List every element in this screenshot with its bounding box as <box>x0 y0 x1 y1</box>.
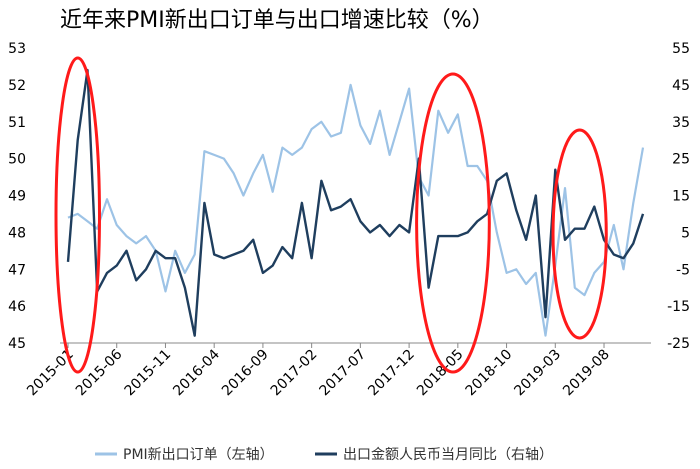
legend: PMI新出口订单（左轴） 出口金额人民币当月同比（右轴） <box>95 447 553 463</box>
right-tick-label: 45 <box>672 78 690 94</box>
x-tick-label: 2017-02 <box>268 347 321 400</box>
series-layer <box>66 68 645 337</box>
left-tick-label: 51 <box>8 115 26 131</box>
x-tick-label: 2015-11 <box>122 347 175 400</box>
right-tick-label: -5 <box>676 262 690 278</box>
x-tick-label: 2018-05 <box>414 347 467 400</box>
legend-label: 出口金额人民币当月同比（右轴） <box>343 447 553 463</box>
right-tick-label: 25 <box>672 152 690 168</box>
highlight-ellipse <box>551 128 608 340</box>
x-tick-label: 2017-12 <box>365 347 418 400</box>
left-tick-label: 49 <box>8 189 26 205</box>
x-axis-ticks: 2015-012015-062015-112016-042016-092017-… <box>24 343 613 399</box>
chart-title: 近年来PMI新出口订单与出口增速比较（%） <box>60 8 494 33</box>
left-tick-label: 46 <box>8 299 26 315</box>
right-tick-label: 15 <box>672 189 690 205</box>
x-tick-label: 2016-09 <box>219 347 272 400</box>
highlight-ellipse <box>415 72 491 374</box>
right-tick-label: -25 <box>667 336 690 352</box>
x-tick-label: 2019-03 <box>511 347 564 400</box>
series-line-export-yoy <box>66 68 645 337</box>
right-axis-ticks: -25 -15 -5 5 15 25 35 45 55 <box>667 41 690 352</box>
right-tick-label: 35 <box>672 115 690 131</box>
left-tick-label: 47 <box>8 262 26 278</box>
left-tick-label: 48 <box>8 225 26 241</box>
legend-label: PMI新出口订单（左轴） <box>123 447 274 463</box>
x-tick-label: 2017-07 <box>317 347 370 400</box>
x-tick-label: 2016-04 <box>170 346 223 399</box>
right-tick-label: 55 <box>672 41 690 57</box>
right-tick-label: -15 <box>667 299 690 315</box>
x-tick-label: 2019-08 <box>560 347 613 400</box>
left-tick-label: 53 <box>8 41 26 57</box>
highlight-ellipse <box>54 56 101 374</box>
series-line-pmi-new-export-orders <box>67 83 645 337</box>
left-tick-label: 45 <box>8 336 26 352</box>
annotation-layer <box>54 56 608 374</box>
left-axis-ticks: 45 46 47 48 49 50 51 52 53 <box>8 41 26 352</box>
x-tick-label: 2015-06 <box>73 346 126 399</box>
left-tick-label: 50 <box>8 152 26 168</box>
right-tick-label: 5 <box>681 225 690 241</box>
left-tick-label: 52 <box>8 78 26 94</box>
